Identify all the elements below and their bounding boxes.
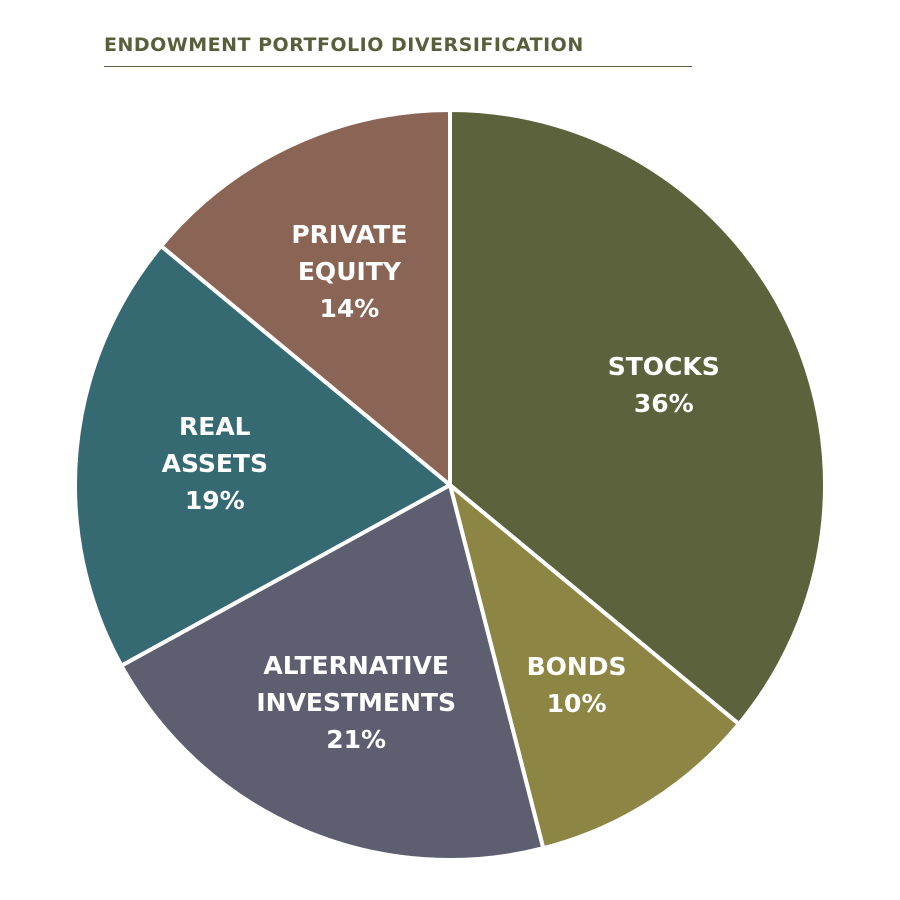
slice-name-line: STOCKS: [608, 352, 720, 381]
slice-label-stocks: STOCKS 36%: [608, 352, 720, 418]
title-divider: [104, 66, 692, 67]
pie-slice-private-equity: [159, 108, 452, 487]
slice-name-line: ALTERNATIVE: [263, 651, 449, 680]
slice-value-real-assets: 19%: [185, 486, 245, 515]
pie-slice-stocks: [448, 108, 827, 727]
slice-name-line: INVESTMENTS: [256, 688, 456, 717]
slice-label-bonds: BONDS 10%: [527, 652, 627, 718]
pie-labels: STOCKS 36% BONDS 10% ALTERNATIVE INVESTMENTS 2…: [162, 220, 720, 754]
slice-value-stocks: 36%: [634, 389, 694, 418]
slice-value-alternative-investments: 21%: [326, 725, 386, 754]
slice-label-alternative-investments: ALTERNATIVE INVESTMENTS 21%: [256, 651, 456, 754]
slice-name-line: ASSETS: [162, 449, 268, 478]
slice-label-private-equity: PRIVATE EQUITY 14%: [291, 220, 407, 323]
pie-slice-alternative-investments: [119, 483, 546, 862]
pie-slice-real-assets: [73, 243, 452, 668]
slice-value-bonds: 10%: [547, 689, 607, 718]
slice-name-line: REAL: [179, 412, 251, 441]
slice-name-line: EQUITY: [298, 257, 402, 286]
slice-label-real-assets: REAL ASSETS 19%: [162, 412, 268, 515]
chart-title: ENDOWMENT PORTFOLIO DIVERSIFICATION: [104, 34, 584, 56]
slice-name-line: PRIVATE: [291, 220, 407, 249]
slice-name-line: BONDS: [527, 652, 627, 681]
pie-slice-bonds: [448, 483, 741, 851]
slice-value-private-equity: 14%: [319, 294, 379, 323]
pie-slices: [73, 108, 827, 862]
